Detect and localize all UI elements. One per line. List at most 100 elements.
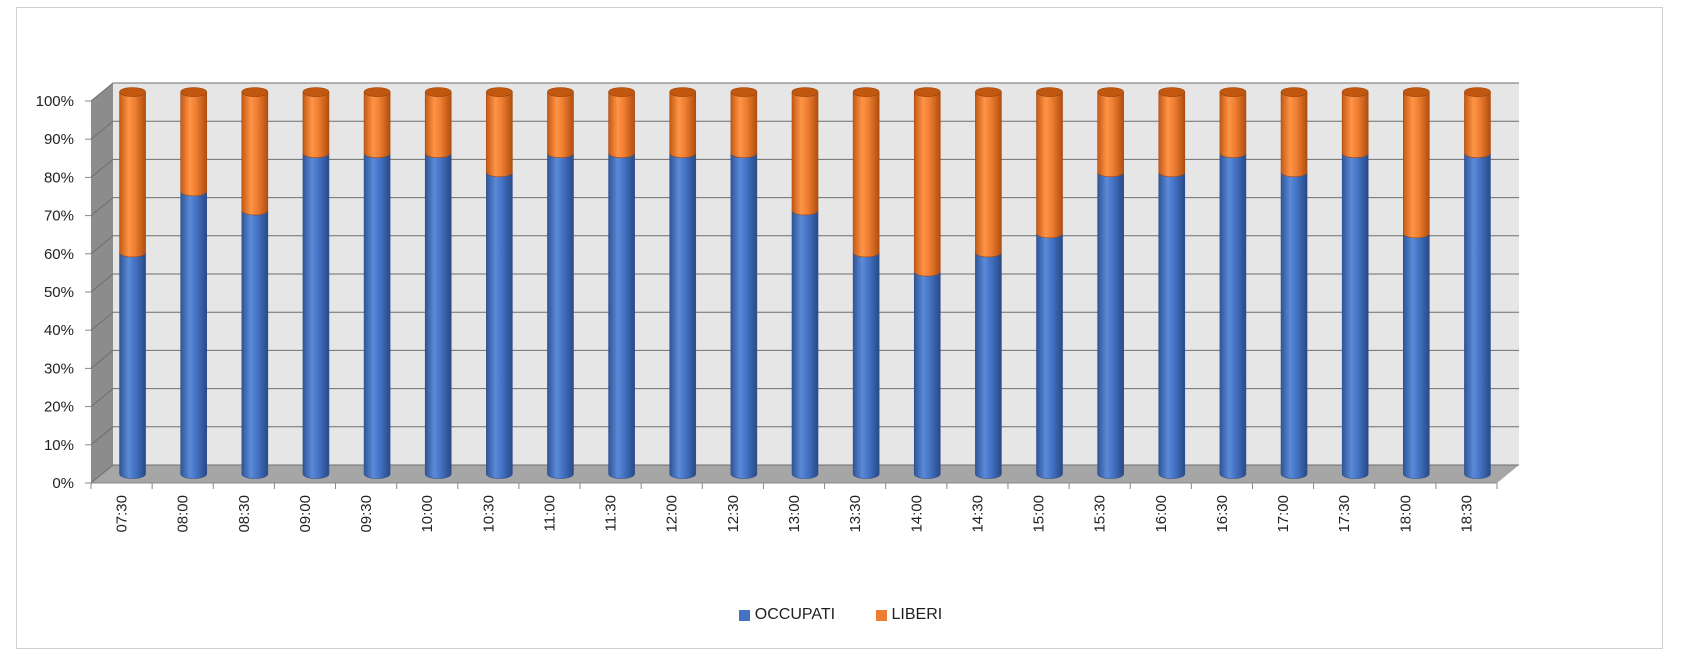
y-tick-label: 80% [44, 169, 74, 186]
x-tick-label: 17:30 [1336, 495, 1353, 533]
bar-liberi-1600 [1158, 87, 1186, 178]
y-tick-label: 0% [52, 475, 74, 492]
bar-top-cap [424, 87, 452, 97]
bar-occupati-1400 [913, 271, 941, 479]
bar-top-cap [1036, 87, 1063, 97]
bar-occupati-0730 [119, 252, 146, 479]
bar-top-cap [913, 87, 941, 97]
x-tick-label: 11:30 [603, 495, 620, 531]
bar-liberi-1500 [1036, 87, 1063, 239]
bar-occupati-1700 [1280, 172, 1308, 479]
bar-top-cap [1403, 87, 1430, 97]
bar-occupati-1100 [547, 153, 574, 479]
bar-occupati-1430 [975, 252, 1002, 479]
bar-liberi-0930 [363, 87, 391, 158]
bar-top-cap [1158, 87, 1186, 97]
x-tick-label: 10:00 [419, 495, 436, 533]
bar-occupati-0830 [241, 210, 269, 479]
bar-liberi-1730 [1341, 87, 1369, 158]
bar-top-cap [730, 87, 758, 97]
bar-liberi-1100 [547, 87, 574, 158]
x-tick-label: 10:30 [480, 495, 497, 533]
x-tick-label: 12:30 [725, 495, 742, 533]
bar-occupati-1530 [1097, 172, 1124, 479]
bar-top-cap [1280, 87, 1308, 97]
y-tick-label: 90% [44, 131, 74, 148]
bar-occupati-1330 [852, 252, 880, 479]
x-tick-label: 07:30 [114, 495, 131, 533]
bar-top-cap [547, 87, 574, 97]
legend-swatch-occupati [738, 609, 750, 621]
x-axis: 07:30 08:00 08:30 09:00 09:30 10:00 10:30 11:00… [90, 482, 1498, 533]
x-tick-label: 15:00 [1031, 495, 1048, 533]
bar-top-cap [363, 87, 391, 97]
bar-liberi-1000 [424, 87, 452, 158]
x-tick-label: 14:30 [969, 495, 986, 533]
y-tick-label: 40% [44, 322, 74, 339]
x-tick-label: 18:00 [1397, 495, 1414, 533]
legend: OCCUPATI LIBERI [0, 606, 1681, 626]
x-tick-label: 15:30 [1092, 495, 1109, 533]
bar-top-cap [669, 87, 697, 97]
bar-liberi-1400 [913, 87, 941, 277]
x-tick-label: 16:30 [1214, 495, 1231, 533]
bar-liberi-1030 [486, 87, 513, 178]
y-tick-label: 30% [44, 360, 74, 377]
bar-liberi-1130 [608, 87, 635, 158]
y-tick-label: 10% [44, 437, 74, 454]
bar-occupati-1830 [1464, 153, 1491, 479]
bar-occupati-1030 [486, 172, 513, 479]
bar-liberi-0800 [180, 87, 207, 197]
bar-top-cap [241, 87, 269, 97]
bar-occupati-1600 [1158, 172, 1186, 479]
y-tick-label: 70% [44, 208, 74, 225]
bar-top-cap [302, 87, 330, 97]
bar-occupati-1300 [791, 210, 819, 479]
y-axis: 0% 10% 20% 30% 40% 50% 60% 70% 80% 90% 100% [36, 93, 91, 492]
bar-top-cap [486, 87, 513, 97]
bar-liberi-1430 [975, 87, 1002, 258]
x-tick-label: 13:00 [786, 495, 803, 533]
y-tick-label: 20% [44, 399, 74, 416]
bars [119, 87, 1491, 479]
bar-liberi-0900 [302, 87, 330, 158]
bar-occupati-1230 [730, 153, 758, 479]
x-tick-label: 17:00 [1275, 495, 1292, 533]
bar-occupati-1630 [1219, 153, 1247, 479]
x-tick-label: 13:30 [847, 495, 864, 533]
x-tick-label: 08:00 [175, 495, 192, 533]
bar-liberi-1530 [1097, 87, 1124, 178]
bar-top-cap [975, 87, 1002, 97]
legend-label-occupati: OCCUPATI [754, 606, 836, 623]
x-tick-label: 08:30 [236, 495, 253, 533]
bar-occupati-1000 [424, 153, 452, 479]
legend-label-liberi: LIBERI [891, 606, 943, 623]
bar-occupati-1500 [1036, 233, 1063, 479]
legend-item-occupati: OCCUPATI [738, 606, 836, 624]
y-tick-label: 100% [36, 93, 74, 110]
bar-top-cap [1097, 87, 1124, 97]
bar-liberi-0730 [119, 87, 146, 258]
bar-occupati-0800 [180, 191, 207, 479]
bar-occupati-1130 [608, 153, 635, 479]
bar-top-cap [608, 87, 635, 97]
bar-top-cap [180, 87, 207, 97]
bar-top-cap [1219, 87, 1247, 97]
gridline [90, 82, 1519, 102]
x-tick-label: 09:00 [297, 495, 314, 533]
bar-occupati-1800 [1403, 233, 1430, 479]
bar-top-cap [852, 87, 880, 97]
bar-occupati-1730 [1341, 153, 1369, 479]
bar-liberi-1200 [669, 87, 697, 158]
y-tick-label: 50% [44, 284, 74, 301]
bar-top-cap [791, 87, 819, 97]
bar-occupati-0930 [363, 153, 391, 479]
x-tick-label: 11:00 [541, 495, 558, 531]
bar-liberi-1330 [852, 87, 880, 258]
bar-occupati-1200 [669, 153, 697, 479]
bar-top-cap [119, 87, 146, 97]
x-tick-label: 09:30 [358, 495, 375, 533]
bar-liberi-1300 [791, 87, 819, 216]
bar-liberi-1830 [1464, 87, 1491, 158]
